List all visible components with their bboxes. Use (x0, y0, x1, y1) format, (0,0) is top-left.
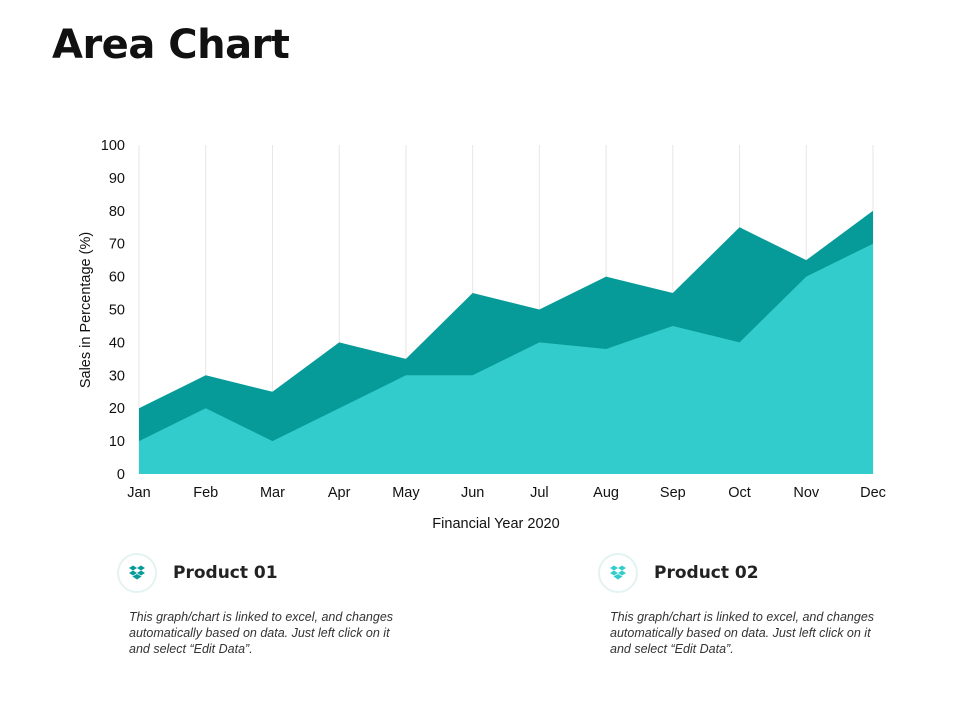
legend-icon-badge (598, 553, 638, 593)
x-tick-label-feb: Feb (193, 485, 218, 501)
y-tick-label: 20 (109, 401, 125, 417)
legend-icon-badge (117, 553, 157, 593)
y-tick-label: 60 (109, 270, 125, 286)
box-icon-piece (618, 565, 626, 571)
x-tick-label-sep: Sep (660, 485, 686, 501)
x-axis-label: Financial Year 2020 (432, 516, 559, 532)
y-tick-label: 10 (109, 434, 125, 450)
y-tick-label: 70 (109, 237, 125, 253)
box-icon-piece (129, 565, 137, 571)
box-icon-piece (137, 565, 145, 571)
x-tick-label-may: May (392, 485, 420, 501)
y-tick-label: 0 (117, 467, 125, 483)
y-tick-label: 40 (109, 335, 125, 351)
x-tick-label-aug: Aug (593, 485, 619, 501)
box-icon-piece (610, 565, 618, 571)
y-tick-label: 90 (109, 171, 125, 187)
x-tick-label-jul: Jul (530, 485, 549, 501)
y-tick-label: 50 (109, 303, 125, 319)
y-tick-label: 80 (109, 204, 125, 220)
y-tick-label: 30 (109, 368, 125, 384)
legend-description: This graph/chart is linked to excel, and… (610, 610, 875, 656)
box-icon-piece (610, 570, 618, 576)
x-axis-ticks: Jan Feb Mar Apr May Jun Jul Aug Sep Oct Nov Dec (127, 485, 886, 501)
area-series-2 (139, 243, 873, 474)
x-tick-label-oct: Oct (728, 485, 751, 501)
x-tick-label-jan: Jan (127, 485, 150, 501)
legend-description: This graph/chart is linked to excel, and… (129, 610, 394, 656)
x-tick-label-mar: Mar (260, 485, 285, 501)
x-tick-label-dec: Dec (860, 485, 886, 501)
box-icon-piece (613, 574, 623, 580)
box-icon (610, 565, 626, 580)
x-tick-label-apr: Apr (328, 485, 351, 501)
y-axis-ticks: 0 10 20 30 40 50 60 70 80 90 100 (101, 138, 125, 483)
y-axis-label: Sales in Percentage (%) (78, 232, 94, 388)
y-tick-label: 100 (101, 138, 125, 154)
box-icon-piece (137, 570, 145, 576)
x-tick-label-jun: Jun (461, 485, 484, 501)
legend-title: Product 01 (173, 563, 278, 583)
x-tick-label-nov: Nov (793, 485, 820, 501)
box-icon-piece (132, 574, 142, 580)
areas (139, 210, 873, 475)
legend-title: Product 02 (654, 563, 759, 583)
box-icon-piece (129, 570, 137, 576)
box-icon (129, 565, 145, 580)
box-icon-piece (618, 570, 626, 576)
page-title: Area Chart (52, 22, 290, 68)
